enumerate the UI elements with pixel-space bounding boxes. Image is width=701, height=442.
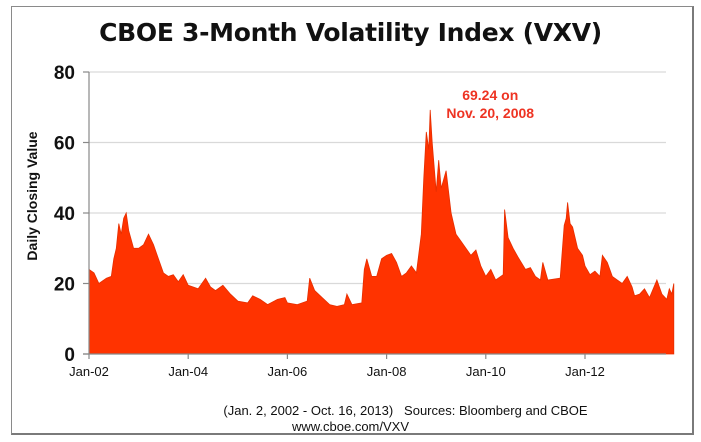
peak-annotation-line2: Nov. 20, 2008 [446,105,534,121]
area-layer [88,109,675,355]
footer-source-note: (Jan. 2, 2002 - Oct. 16, 2013) Sources: … [223,403,588,418]
y-tick-label: 40 [54,204,75,225]
y-tick-label: 20 [54,275,75,296]
footer-url[interactable]: www.cboe.com/VXV [291,419,410,434]
area-series-vxv [88,109,675,355]
x-tick-label: Jan-10 [466,364,506,379]
chart-title: CBOE 3-Month Volatility Index (VXV) [99,18,602,47]
x-tick-label: Jan-06 [268,364,308,379]
y-ticks: 0 20 40 60 80 [54,63,89,366]
y-tick-label: 0 [64,345,75,366]
x-tick-label: Jan-08 [367,364,407,379]
x-tick-label: Jan-02 [69,364,109,379]
x-ticks: Jan-02 Jan-04 Jan-06 Jan-08 Jan-10 Jan-12 [69,354,605,379]
y-tick-label: 60 [54,134,75,155]
x-tick-label: Jan-12 [565,364,605,379]
peak-annotation-line1: 69.24 on [462,87,518,103]
x-tick-label: Jan-04 [168,364,208,379]
y-tick-label: 80 [54,63,75,84]
y-axis-label: Daily Closing Value [24,131,40,260]
